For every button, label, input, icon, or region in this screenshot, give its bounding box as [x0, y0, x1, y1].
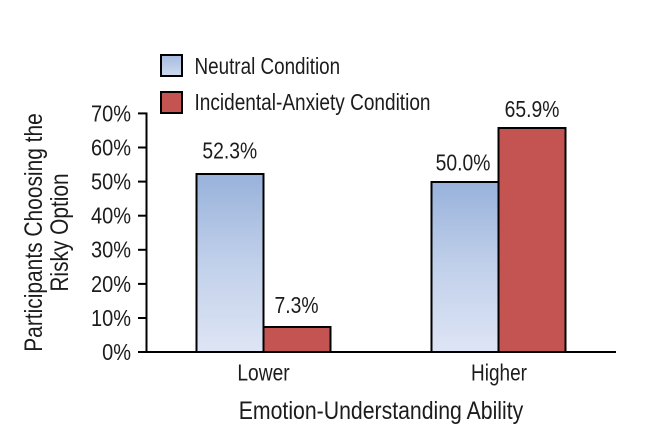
svg-text:Lower: Lower	[237, 361, 289, 386]
svg-text:65.9%: 65.9%	[505, 98, 560, 123]
svg-text:Risky Option: Risky Option	[45, 173, 73, 291]
svg-text:Participants Choosing the: Participants Choosing the	[19, 113, 47, 352]
svg-text:7.3%: 7.3%	[274, 294, 318, 319]
svg-text:70%: 70%	[91, 100, 131, 127]
svg-text:0%: 0%	[102, 339, 131, 366]
svg-text:20%: 20%	[91, 270, 131, 297]
svg-text:52.3%: 52.3%	[202, 139, 257, 164]
svg-text:10%: 10%	[91, 305, 131, 332]
svg-text:30%: 30%	[91, 236, 131, 263]
svg-text:Higher: Higher	[471, 361, 527, 386]
svg-text:40%: 40%	[91, 202, 131, 229]
svg-text:60%: 60%	[91, 134, 131, 161]
svg-text:Emotion-Understanding Ability: Emotion-Understanding Ability	[239, 396, 524, 424]
svg-text:50%: 50%	[91, 168, 131, 195]
svg-text:Incidental-Anxiety Condition: Incidental-Anxiety Condition	[195, 90, 431, 115]
svg-text:Neutral Condition: Neutral Condition	[195, 54, 341, 79]
svg-text:50.0%: 50.0%	[436, 151, 491, 176]
